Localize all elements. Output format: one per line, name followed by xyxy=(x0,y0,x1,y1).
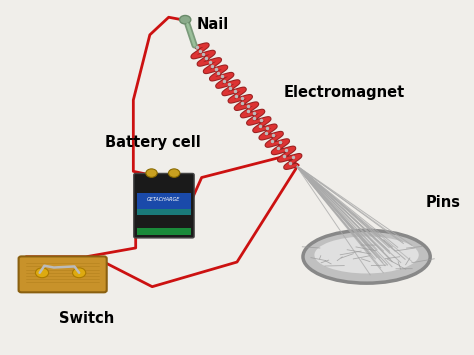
FancyBboxPatch shape xyxy=(134,174,194,238)
Ellipse shape xyxy=(314,236,419,273)
FancyBboxPatch shape xyxy=(18,256,107,292)
Text: Nail: Nail xyxy=(197,17,229,32)
Text: Pins: Pins xyxy=(426,195,460,210)
Circle shape xyxy=(73,268,86,278)
Text: Electromagnet: Electromagnet xyxy=(284,86,405,100)
Text: Battery cell: Battery cell xyxy=(105,135,201,150)
Text: Switch: Switch xyxy=(59,311,114,326)
Bar xyxy=(137,228,191,235)
Circle shape xyxy=(180,16,191,24)
Text: GETACHARGE: GETACHARGE xyxy=(147,197,181,202)
Ellipse shape xyxy=(303,230,430,283)
Circle shape xyxy=(168,169,180,178)
Circle shape xyxy=(36,268,49,278)
Circle shape xyxy=(146,169,157,178)
Bar xyxy=(137,193,191,215)
Bar xyxy=(137,209,191,215)
